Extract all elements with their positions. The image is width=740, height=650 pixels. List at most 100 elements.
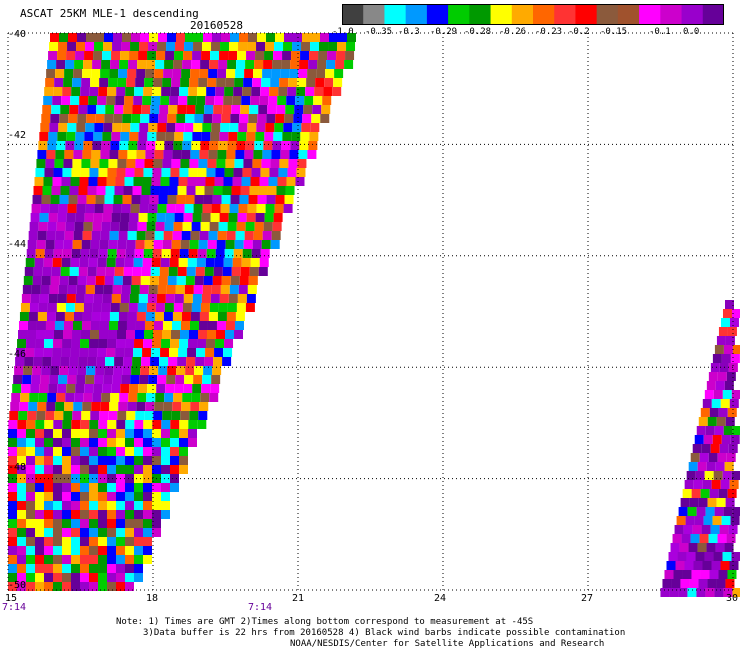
swath-cell [706, 462, 716, 471]
swath-cell [80, 501, 89, 510]
swath-cell [265, 42, 275, 51]
swath-cell [125, 519, 134, 528]
swath-cell [66, 384, 76, 393]
swath-cell [263, 60, 273, 69]
swath-cell [72, 78, 82, 87]
swath-cell [114, 357, 124, 366]
swath-cell [148, 375, 158, 384]
swath-cell [178, 348, 188, 357]
swath-cell [241, 258, 251, 267]
colorbar-label: -1.0 [332, 27, 354, 37]
swath-cell [99, 321, 109, 330]
swath-cell [85, 204, 95, 213]
product-title: ASCAT 25KM MLE-1 descending [20, 7, 199, 20]
swath-cell [696, 588, 706, 597]
swath-cell [717, 453, 727, 462]
swath-cell [234, 240, 244, 249]
swath-cell [217, 150, 227, 159]
swath-cell [700, 570, 710, 579]
swath-cell [146, 303, 156, 312]
swath-cell [202, 42, 212, 51]
swath-cell [26, 528, 35, 537]
swath-cell [664, 570, 674, 579]
swath-cell [53, 420, 63, 429]
swath-cell [183, 51, 193, 60]
swath-cell [228, 132, 238, 141]
swath-cell [722, 471, 732, 480]
swath-cell [179, 429, 188, 438]
swath-cell [139, 42, 149, 51]
swath-cell [179, 420, 189, 429]
swath-cell [256, 123, 266, 132]
swath-cell [35, 420, 45, 429]
swath-cell [35, 456, 44, 465]
swath-cell [26, 474, 35, 483]
swath-cell [44, 249, 54, 258]
swath-cell [48, 294, 58, 303]
swath-cell [211, 123, 221, 132]
swath-cell [116, 465, 125, 474]
swath-cell [235, 312, 245, 321]
swath-cell [62, 456, 71, 465]
swath-cell [727, 408, 737, 417]
swath-cell [80, 582, 89, 591]
swath-cell [160, 348, 170, 357]
swath-cell [207, 240, 217, 249]
swath-cell [131, 366, 141, 375]
swath-cell [152, 483, 161, 492]
swath-cell [82, 402, 92, 411]
swath-cell [71, 582, 80, 591]
swath-cell [104, 195, 114, 204]
swath-cell [50, 276, 60, 285]
swath-cell [108, 240, 118, 249]
swath-cell [48, 384, 58, 393]
swath-cell [232, 96, 242, 105]
swath-cell [202, 285, 212, 294]
swath-cell [21, 294, 31, 303]
swath-cell [115, 348, 125, 357]
swath-cell [192, 213, 202, 222]
swath-cell [242, 168, 252, 177]
swath-cell [159, 357, 169, 366]
swath-cell [138, 51, 148, 60]
swath-cell [171, 411, 181, 420]
swath-cell [50, 195, 60, 204]
swath-cell [30, 384, 40, 393]
swath-cell [702, 561, 712, 570]
swath-cell [10, 402, 20, 411]
swath-cell [154, 231, 164, 240]
swath-cell [130, 42, 140, 51]
swath-cell [90, 78, 100, 87]
swath-cell [54, 159, 64, 168]
swath-cell [62, 564, 71, 573]
swath-cell [40, 285, 50, 294]
swath-cell [253, 69, 263, 78]
swath-cell [682, 489, 692, 498]
swath-cell [89, 483, 98, 492]
swath-cell [125, 87, 135, 96]
swath-cell [139, 375, 149, 384]
swath-cell [18, 321, 28, 330]
swath-cell [162, 159, 172, 168]
swath-cell [108, 411, 118, 420]
swath-cell [169, 348, 179, 357]
colorbar-label: -0.29 [430, 27, 458, 37]
swath-cell [14, 366, 24, 375]
swath-cell [140, 276, 150, 285]
swath-cell [152, 249, 162, 258]
swath-cell [698, 417, 708, 426]
swath-cell [681, 534, 691, 543]
swath-cell [253, 231, 263, 240]
swath-cell [76, 375, 86, 384]
swath-cell [732, 426, 740, 435]
swath-cell [137, 141, 147, 150]
swath-cell [27, 330, 37, 339]
swath-cell [29, 222, 39, 231]
swath-cell [79, 96, 89, 105]
swath-cell [144, 321, 154, 330]
swath-cell [89, 492, 98, 501]
swath-cell [26, 510, 35, 519]
swath-cell [165, 213, 175, 222]
swath-cell [201, 213, 211, 222]
swath-cell [116, 555, 125, 564]
